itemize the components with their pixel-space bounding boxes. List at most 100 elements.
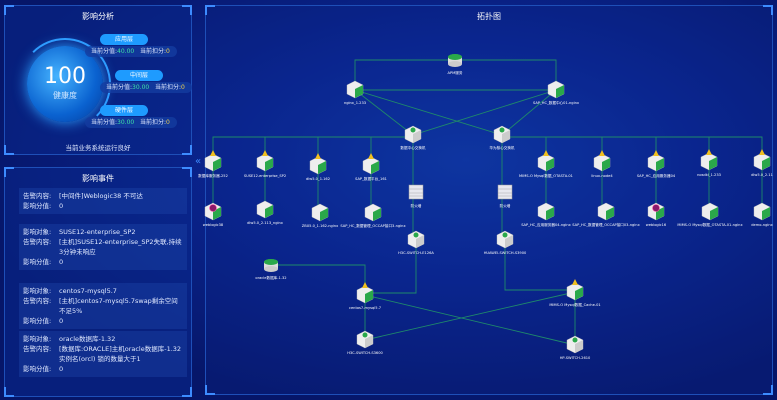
topology-node-a2[interactable]: SUSE12-enterprise_SP2: [244, 150, 286, 178]
deduct-value: 0: [165, 48, 170, 55]
node-label: SUSE12-enterprise_SP2: [244, 174, 286, 178]
node-label: 华为核心交换机: [489, 145, 515, 150]
node-label: MIMS-O Mysql数据_Cache-01: [549, 302, 600, 307]
topology-node-b6[interactable]: SAP_HC_数据管理_OCCAP接口03-nginx: [572, 202, 641, 227]
node-label: dlw5.0_2.11: [751, 173, 773, 177]
node-label: nginx_1.233: [344, 101, 366, 105]
node-label: 数据库服务器-252: [198, 173, 228, 178]
event-card[interactable]: 告警内容: [中间件]Weblogic38 不可达 影响分值: 0: [19, 188, 187, 214]
event-key: 告警内容:: [23, 238, 52, 246]
topology-node-nginx233[interactable]: nginx_1.233: [344, 80, 366, 105]
topology-node-b7[interactable]: weblogic16: [646, 202, 667, 227]
topology-node-a4[interactable]: SAP_数据平台_161: [355, 153, 387, 181]
event-value: centos7-mysql5.7: [59, 287, 117, 295]
topology-node-a1[interactable]: 数据库服务器-252: [198, 150, 228, 178]
node-label: SAP_HC_数据管理_OCCAP接口3-nginx: [340, 223, 406, 228]
topology-node-a8[interactable]: nosdkl_1.233: [697, 149, 721, 177]
topology-node-apm[interactable]: APM服务: [448, 54, 463, 75]
topology-node-b5[interactable]: SAP_HC_应用服务器04-nginx: [521, 202, 572, 227]
deduct-value: 0: [180, 84, 185, 91]
firewall-node-icon: [497, 184, 513, 200]
topology-node-centos[interactable]: centos7-mysql5.7: [349, 282, 381, 310]
event-row: 影响对象: centos7-mysql5.7: [23, 286, 183, 296]
score-label: 当前分值:: [91, 119, 118, 126]
topology-node-b1[interactable]: weblogic38: [203, 202, 224, 227]
globe-icon: [27, 46, 103, 122]
topology-link: [364, 291, 576, 341]
impact-events-panel: 影响事件 告警内容: [中间件]Weblogic38 不可达 影响分值: 0 影响对象:…: [4, 167, 192, 397]
topology-node-b2[interactable]: dlw5.0_2.113_nginx: [247, 200, 284, 225]
topology-node-h3c2[interactable]: H3C-SWITCH-S3600: [347, 330, 384, 355]
deduct-label: 当前扣分:: [139, 119, 166, 126]
switch-node-icon: [407, 230, 425, 249]
topology-node-b4[interactable]: SAP_HC_数据管理_OCCAP接口3-nginx: [340, 203, 406, 228]
topology-link: [354, 89, 414, 136]
deduct-label: 当前扣分:: [154, 84, 181, 91]
node-label: dlw5.0_2.113_nginx: [247, 221, 284, 225]
event-value: SUSE12-enterprise_SP2: [59, 228, 136, 236]
score-value: 40.00: [117, 48, 135, 55]
panel-title: 拓扑图: [477, 12, 501, 21]
topology-node-a5[interactable]: MIMS-O Mysql数据_OTASTA-01: [519, 150, 573, 178]
node-label: APM服务: [448, 70, 463, 75]
topology-node-sw1[interactable]: 数据中心交换机: [400, 125, 426, 150]
layer-score-row: 当前分值:30.00 当前扣分:0: [85, 117, 177, 128]
topology-node-hp[interactable]: HP-SWITCH-2610: [560, 335, 591, 360]
server-node-icon: [547, 80, 565, 99]
warn-node-icon: [753, 149, 771, 171]
panel-title: 影响事件: [82, 174, 114, 183]
score-value: 30.00: [132, 84, 150, 91]
event-card[interactable]: 影响对象: SUSE12-enterprise_SP2 告警内容: [主机]SUSE1…: [19, 224, 187, 270]
event-key: 影响分值:: [23, 317, 52, 325]
topology-node-a7[interactable]: SAP_HC_应用服务器04: [637, 150, 676, 178]
node-label: HUAWEI-SWITCH-S3900: [484, 251, 527, 255]
topology-node-a9[interactable]: dlw5.0_2.11: [751, 149, 773, 177]
server-node-icon: [753, 202, 771, 221]
topology-node-sw2[interactable]: 华为核心交换机: [489, 125, 515, 150]
topology-node-fw2[interactable]: 防火墙: [497, 184, 513, 208]
switch-node-icon: [493, 125, 511, 144]
node-label: demo-nginx: [751, 223, 773, 227]
node-label: dlw5.0_1.162: [306, 177, 330, 181]
score-label: 当前分值:: [91, 48, 118, 55]
topology-node-b3[interactable]: ZBX5.0_1.162-nginx: [302, 203, 339, 228]
node-label: linux-node4: [591, 174, 613, 178]
topology-node-b8[interactable]: MIMS-O Mysql数据_OTASTA-01-nginx: [677, 202, 743, 227]
switch-node-icon: [404, 125, 422, 144]
node-label: MIMS-O Mysql数据_OTASTA-01-nginx: [677, 222, 743, 227]
topology-node-hw[interactable]: HUAWEI-SWITCH-S3900: [484, 230, 527, 255]
node-label: SAP_HC_数据中心01-nginx: [533, 100, 580, 105]
topology-link: [504, 240, 575, 291]
deduct-label: 当前扣分:: [139, 48, 166, 55]
firewall-node-icon: [408, 184, 424, 200]
topology-node-sapnginx[interactable]: SAP_HC_数据中心01-nginx: [533, 80, 580, 105]
event-row: 告警内容: [主机]centos7-mysql5.7swap剩余空间不足5%: [23, 296, 183, 316]
event-key: 影响分值:: [23, 258, 52, 266]
topology-node-a6[interactable]: linux-node4: [591, 150, 613, 178]
down-node-icon: [204, 202, 222, 221]
topology-node-a3[interactable]: dlw5.0_1.162: [306, 153, 330, 181]
layer-badge: 硬件层: [100, 105, 148, 116]
node-label: centos7-mysql5.7: [349, 306, 381, 310]
deduct-value: 0: [165, 119, 170, 126]
event-card[interactable]: 影响对象: centos7-mysql5.7 告警内容: [主机]centos7-my…: [19, 283, 187, 329]
warn-node-icon: [593, 150, 611, 172]
switch-node-icon: [566, 335, 584, 354]
collapse-chevron-icon[interactable]: «: [195, 156, 202, 167]
topology-node-b9[interactable]: demo-nginx: [751, 202, 774, 227]
server-node-icon: [311, 203, 329, 222]
down-node-icon: [647, 202, 665, 221]
topology-node-h3c1[interactable]: H3C-SWITCH-E126A: [398, 230, 434, 255]
score-value: 30.00: [117, 119, 135, 126]
layer-badge: 中间层: [115, 70, 163, 81]
node-label: 防火墙: [411, 203, 422, 208]
server-node-icon: [256, 200, 274, 219]
event-row: 影响分值: 0: [23, 316, 183, 326]
topology-node-fw1[interactable]: 防火墙: [408, 184, 424, 208]
topology-node-cache[interactable]: MIMS-O Mysql数据_Cache-01: [549, 279, 601, 307]
topology-node-oracle[interactable]: oracle数据库-1.32: [255, 259, 287, 280]
warn-node-icon: [566, 279, 584, 301]
node-label: 数据中心交换机: [400, 145, 426, 150]
event-card[interactable]: 影响对象: oracle数据库-1.32 告警内容: [数据库:ORACLE]主机or…: [19, 331, 187, 377]
